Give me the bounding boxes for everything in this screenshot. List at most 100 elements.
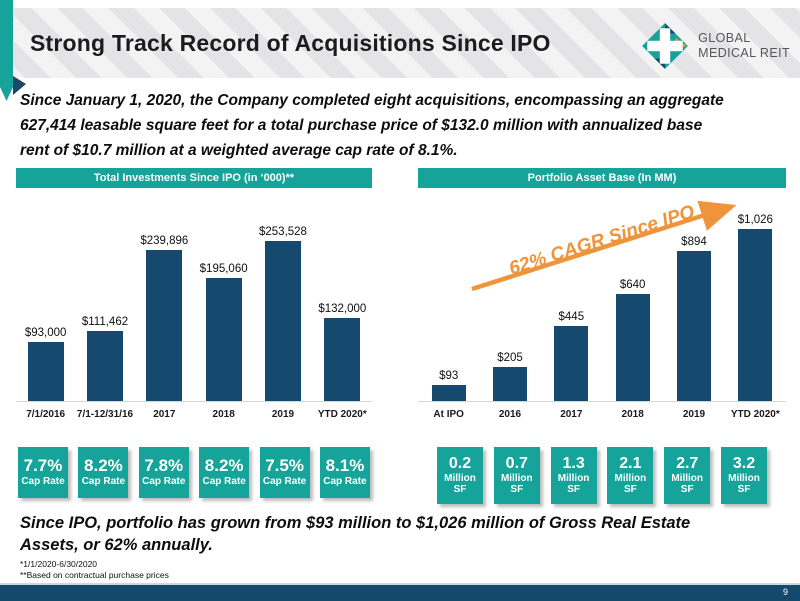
footnotes: *1/1/2020-6/30/2020 **Based on contractu… [20, 559, 169, 581]
medical-cross-logo-icon [642, 23, 689, 69]
bar [205, 277, 242, 401]
box-label: Million [614, 472, 647, 484]
cap-rate-boxes-row: 7.7% Cap Rate 8.2% Cap Rate 7.8% Cap Rate 8.2%… [16, 447, 372, 498]
investments-bar-chart: $93,000 $111,462 $239,896 $195,060 $253,528 $… [16, 188, 372, 420]
intro-line1: Since January 1, 2020, the Company compl… [20, 92, 724, 109]
category-label: 2017 [560, 409, 583, 420]
bar-column: $93 [418, 370, 479, 401]
bar-column: $205 [479, 352, 540, 401]
bar [324, 317, 361, 401]
box-label: SF [680, 484, 694, 496]
category-label: 7/1/2016 [26, 409, 66, 420]
bar [676, 251, 711, 401]
box-label: SF [453, 484, 467, 496]
footnote-1: *1/1/2020-6/30/2020 [20, 559, 98, 569]
investments-chart-title: Total Investments Since IPO (in ‘000)** [16, 168, 372, 188]
box-label: Million [671, 472, 704, 484]
ribbon-accent [0, 0, 26, 101]
category-label: At IPO [433, 409, 464, 420]
box-label: Million [500, 472, 533, 484]
investments-panel: Total Investments Since IPO (in ‘000)** … [16, 168, 372, 498]
footer-bar: 9 [0, 583, 800, 601]
bar-value-label: $111,462 [81, 315, 129, 328]
cap-rate-box: 7.8% Cap Rate [138, 447, 189, 498]
box-label: Cap Rate [323, 476, 367, 488]
box-value: 0.7 [505, 455, 528, 473]
intro-line3: rent of $10.7 million at a weighted aver… [20, 142, 458, 160]
summary-line2: Assets, or 62% annually. [20, 535, 213, 554]
bar-column: $132,000 [313, 303, 372, 401]
box-value: 3.2 [732, 455, 756, 473]
box-label: Million [444, 472, 476, 484]
cap-rate-box: 8.1% Cap Rate [319, 447, 370, 498]
bar-value-label: $205 [497, 351, 523, 364]
bar-column: $1,026 [725, 214, 786, 401]
bar [146, 249, 183, 401]
bar-value-label: $253,528 [258, 226, 307, 238]
bar [492, 366, 527, 401]
bar [264, 241, 301, 401]
box-label: SF [737, 484, 751, 496]
bar [738, 229, 773, 401]
bar-value-label: $894 [681, 236, 707, 249]
asset-base-bar-chart: $93 $205 $445 $640 $894 $1,026 At IPO 2016 2017… [418, 188, 786, 420]
asset-base-panel: Portfolio Asset Base (In MM) $93 $205 $445… [418, 168, 786, 504]
box-label: Cap Rate [142, 476, 186, 488]
company-logo: GLOBAL MEDICAL REIT [640, 21, 790, 71]
bar-column: $445 [541, 311, 602, 401]
bar-value-label: $239,896 [140, 234, 189, 247]
summary-line1: Since IPO, portfolio has grown from $93 … [20, 514, 691, 532]
bar-value-label: $93,000 [24, 327, 67, 340]
summary-statement: Since IPO, portfolio has grown from $93 … [20, 513, 798, 557]
bar-value-label: $445 [558, 311, 585, 324]
category-label: 2019 [682, 409, 706, 420]
bar [86, 330, 123, 401]
category-label: 2017 [153, 409, 176, 420]
bars-row: $93,000 $111,462 $239,896 $195,060 $253,528 $… [16, 188, 372, 402]
logo-line1: GLOBAL [698, 31, 751, 46]
box-value: 8.2% [84, 456, 123, 476]
box-label: SF [624, 484, 637, 496]
box-label: Million [728, 472, 760, 484]
box-label: Cap Rate [202, 476, 246, 488]
box-value: 2.7 [676, 455, 699, 473]
categories-row: 7/1/2016 7/1-12/31/16 2017 2018 2019 YTD 2020… [16, 404, 372, 420]
square-feet-box: 2.1 Million SF [607, 447, 654, 504]
square-feet-box: 0.2 Million SF [437, 447, 483, 504]
box-label: SF [510, 484, 524, 496]
cap-rate-box: 7.7% Cap Rate [18, 447, 68, 498]
categories-row: At IPO 2016 2017 2018 2019 YTD 2020* [418, 404, 786, 420]
category-label: 2018 [212, 409, 235, 420]
page-title: Strong Track Record of Acquisitions Sinc… [30, 29, 551, 56]
bar [615, 293, 650, 401]
page-number: 9 [782, 587, 788, 597]
cap-rate-box: 8.2% Cap Rate [199, 447, 250, 498]
box-label: Cap Rate [21, 476, 65, 488]
bar-value-label: $1,026 [737, 214, 773, 226]
bar-value-label: $93 [439, 370, 459, 383]
cap-rate-box: 7.5% Cap Rate [259, 447, 310, 498]
box-value: 8.2% [204, 456, 244, 476]
bar-value-label: $195,060 [199, 262, 248, 275]
box-value: 7.7% [23, 456, 63, 476]
header-band: Strong Track Record of Acquisitions Sinc… [0, 8, 800, 78]
cap-rate-box: 8.2% Cap Rate [78, 447, 129, 498]
box-value: 1.3 [562, 455, 585, 473]
bar [554, 326, 589, 401]
category-label: 2016 [498, 409, 522, 420]
bar-column: $253,528 [253, 226, 312, 401]
square-feet-box: 2.7 Million SF [664, 447, 711, 504]
box-value: 0.2 [448, 455, 472, 473]
bar [27, 342, 64, 401]
box-value: 7.5% [265, 456, 304, 476]
asset-base-chart-title: Portfolio Asset Base (In MM) [418, 168, 786, 188]
logo-line2: MEDICAL REIT [698, 46, 790, 60]
logo-wordmark: GLOBAL MEDICAL REIT [698, 31, 790, 61]
bar-column: $239,896 [135, 235, 194, 401]
bar-column: $111,462 [75, 316, 134, 401]
bar-column: $894 [663, 236, 724, 401]
category-label: YTD 2020* [730, 409, 780, 420]
box-value: 8.1% [325, 456, 365, 476]
box-label: Cap Rate [81, 476, 126, 488]
